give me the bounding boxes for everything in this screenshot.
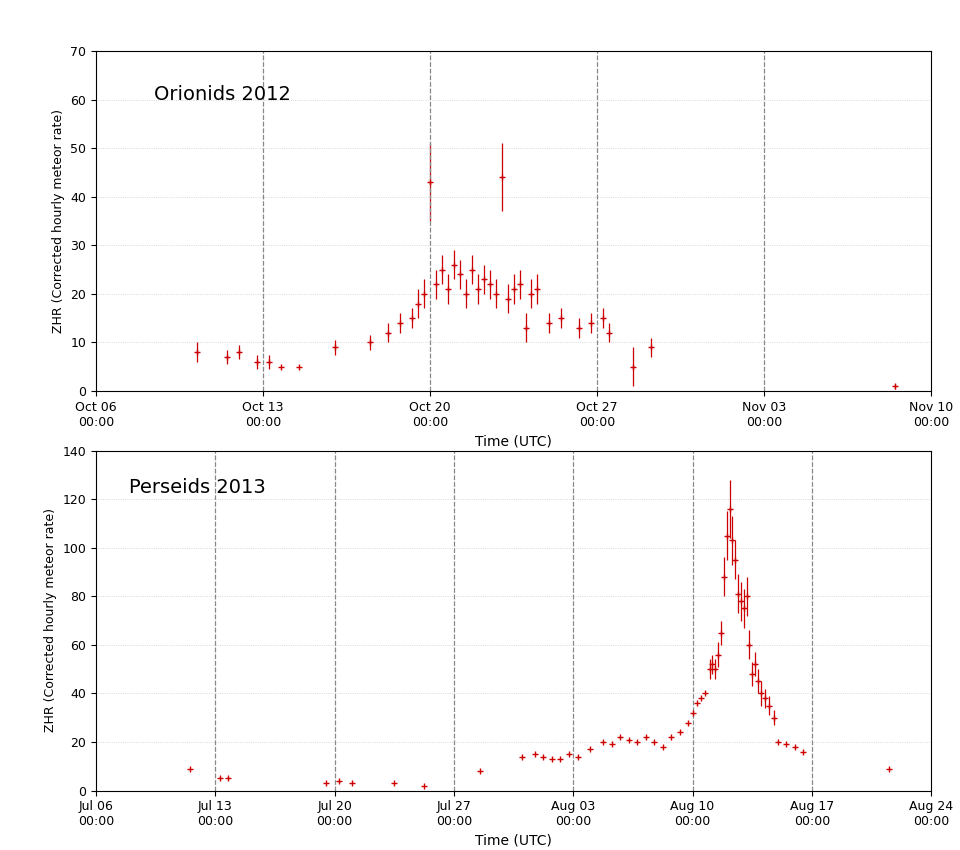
Text: Orionids 2012: Orionids 2012 xyxy=(155,85,291,104)
Y-axis label: ZHR (Corrected hourly meteor rate): ZHR (Corrected hourly meteor rate) xyxy=(44,508,57,733)
X-axis label: Time (UTC): Time (UTC) xyxy=(475,834,552,847)
X-axis label: Time (UTC): Time (UTC) xyxy=(475,434,552,448)
Y-axis label: ZHR (Corrected hourly meteor rate): ZHR (Corrected hourly meteor rate) xyxy=(52,109,64,333)
Text: Perseids 2013: Perseids 2013 xyxy=(130,478,266,496)
